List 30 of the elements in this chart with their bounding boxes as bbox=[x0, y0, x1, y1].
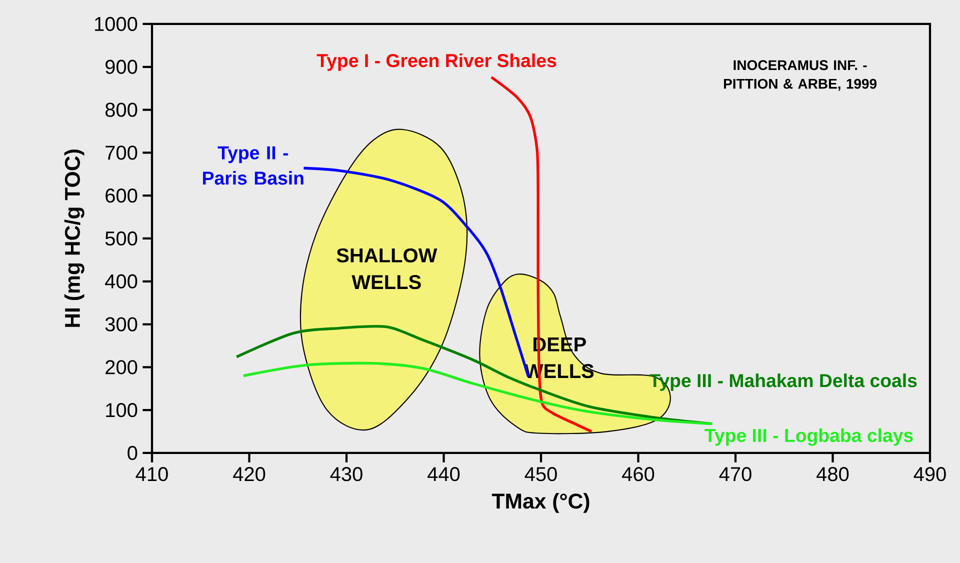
y-tick-label: 900 bbox=[106, 60, 138, 74]
annotation: INOCERAMUS INF. - PITTION & ARBE, 1999 bbox=[724, 60, 877, 91]
text: Type I - Green River Shales bbox=[316, 53, 556, 71]
series-label: SHALLOW WELLS bbox=[336, 248, 438, 290]
x-tick-label: 450 bbox=[524, 467, 557, 482]
x-tick-label: 490 bbox=[914, 467, 946, 482]
y-tick-label: 500 bbox=[105, 231, 138, 246]
y-tick-label: 600 bbox=[106, 188, 138, 203]
x-tick-label: 420 bbox=[233, 467, 266, 482]
y-tick-label: 300 bbox=[105, 317, 138, 332]
x-tick-label: 410 bbox=[136, 467, 168, 482]
y-tick-label: 200 bbox=[106, 360, 138, 374]
x-tick-label: 440 bbox=[428, 467, 460, 482]
x-axis-title: TMax (°C) bbox=[492, 493, 590, 513]
series-label: Type II - Paris Basin bbox=[203, 146, 304, 185]
y-tick-label: 400 bbox=[105, 274, 138, 288]
y-tick-label: 800 bbox=[105, 102, 138, 117]
y-tick-label: 700 bbox=[106, 146, 138, 160]
line-series bbox=[242, 362, 714, 426]
series-label: Type III - Logbaba clays bbox=[704, 428, 913, 446]
x-tick-label: 460 bbox=[622, 467, 654, 482]
x-tick-label: 480 bbox=[816, 467, 849, 482]
y-tick-label: 100 bbox=[106, 403, 138, 418]
line-series bbox=[490, 76, 593, 433]
y-axis-title: HI (mg HC/g TOC) bbox=[64, 150, 84, 327]
y-tick-label: 1000 bbox=[95, 16, 138, 32]
x-tick-label: 430 bbox=[330, 467, 362, 482]
line-series bbox=[235, 324, 714, 426]
y-tick-label: 0 bbox=[128, 446, 138, 460]
x-tick-label: 470 bbox=[719, 467, 752, 482]
